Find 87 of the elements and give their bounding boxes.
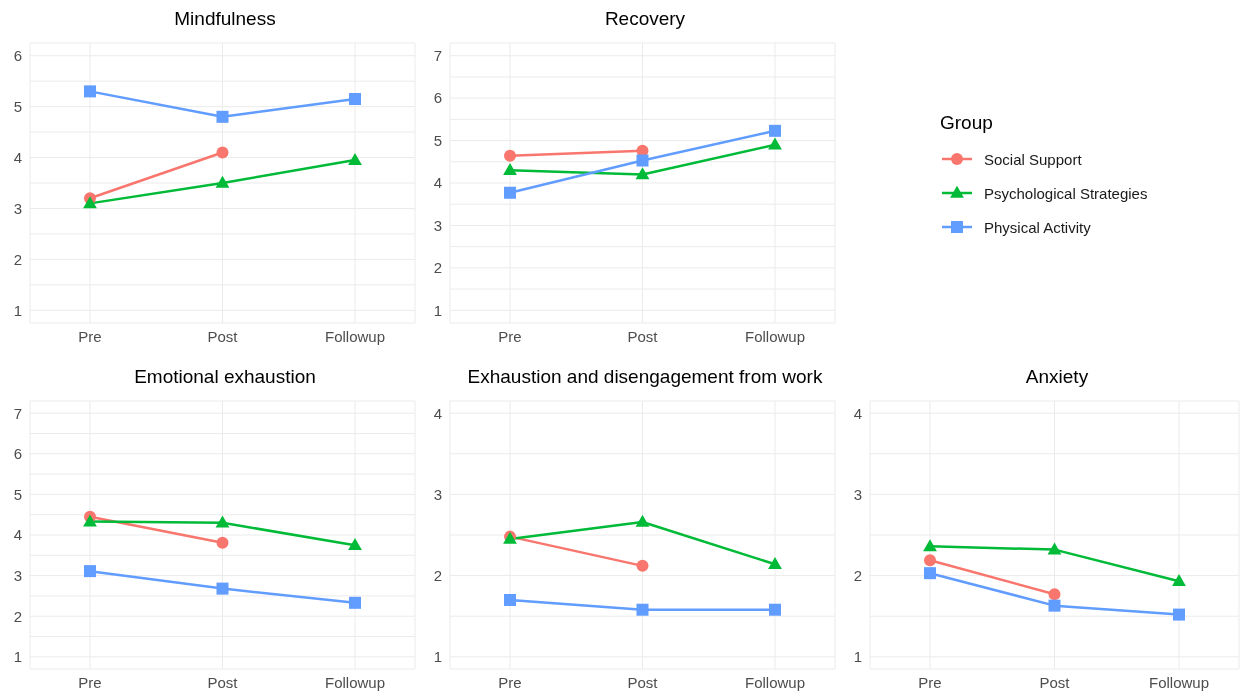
point	[636, 559, 649, 572]
x-tick-label: Post	[627, 327, 659, 345]
legend-label: Social Support	[984, 150, 1082, 168]
y-tick-label: 2	[853, 566, 862, 584]
point	[1048, 588, 1061, 601]
point	[216, 536, 229, 549]
legend-label: Psychological Strategies	[984, 184, 1148, 202]
x-tick-label: Followup	[1148, 673, 1210, 691]
y-tick-label: 1	[433, 648, 442, 666]
chart-title: Emotional exhaustion	[133, 366, 317, 388]
point	[503, 163, 517, 176]
point	[504, 149, 516, 162]
y-tick-label: 3	[13, 566, 22, 584]
point	[924, 554, 936, 567]
legend-label: Physical Activity	[984, 218, 1091, 236]
y-tick-label: 2	[433, 566, 442, 584]
point	[349, 93, 361, 105]
x-tick-label: Pre	[498, 327, 522, 345]
y-tick-label: 3	[853, 485, 862, 503]
x-tick-label: Pre	[78, 673, 102, 691]
point	[1173, 608, 1185, 621]
legend-title: Group	[940, 112, 994, 134]
point	[504, 186, 516, 199]
point	[349, 596, 361, 609]
point	[348, 537, 362, 550]
point	[769, 603, 781, 616]
y-tick-label: 2	[13, 250, 22, 268]
x-tick-label: Pre	[498, 673, 522, 691]
chart-title: Mindfulness	[173, 8, 277, 30]
point	[216, 146, 229, 159]
x-tick-label: Post	[627, 673, 659, 691]
point	[215, 175, 230, 188]
point	[635, 167, 650, 180]
x-tick-label: Followup	[324, 327, 386, 345]
y-tick-label: 7	[433, 47, 442, 65]
chart-title: Exhaustion and disengagement from work	[466, 366, 824, 388]
y-tick-label: 4	[433, 404, 442, 422]
y-tick-label: 4	[433, 174, 442, 192]
point	[504, 593, 516, 606]
point	[216, 110, 229, 123]
y-tick-label: 6	[13, 445, 22, 463]
point	[348, 152, 362, 165]
point	[1048, 599, 1061, 612]
x-tick-label: Pre	[78, 327, 102, 345]
y-tick-label: 5	[13, 485, 22, 503]
point	[83, 196, 97, 209]
point	[923, 539, 937, 552]
point	[84, 565, 96, 578]
chart-title: Anxiety	[1024, 366, 1090, 388]
point	[1172, 574, 1186, 587]
y-tick-label: 4	[13, 148, 22, 166]
point	[1047, 542, 1062, 555]
y-tick-label: 3	[13, 199, 22, 217]
x-tick-label: Followup	[744, 673, 806, 691]
y-tick-label: 1	[853, 648, 862, 666]
y-tick-label: 1	[13, 301, 22, 319]
y-tick-label: 2	[433, 259, 442, 277]
x-tick-label: Post	[207, 327, 239, 345]
y-tick-label: 6	[13, 47, 22, 65]
y-tick-label: 4	[13, 526, 22, 544]
point	[635, 514, 650, 527]
point	[768, 137, 782, 150]
x-tick-label: Post	[207, 673, 239, 691]
point	[924, 567, 936, 580]
point	[636, 154, 649, 167]
point	[216, 582, 229, 595]
point	[83, 514, 97, 527]
y-tick-label: 2	[13, 607, 22, 625]
x-tick-label: Followup	[744, 327, 806, 345]
point	[768, 557, 782, 570]
y-tick-label: 3	[433, 485, 442, 503]
point	[84, 85, 96, 98]
y-tick-label: 4	[853, 404, 862, 422]
x-tick-label: Post	[1039, 673, 1071, 691]
point	[769, 124, 781, 137]
y-tick-label: 6	[433, 89, 442, 107]
point	[215, 515, 230, 528]
x-tick-label: Followup	[324, 673, 386, 691]
y-tick-label: 1	[13, 648, 22, 666]
y-tick-label: 5	[433, 131, 442, 149]
point	[636, 603, 649, 616]
y-tick-label: 1	[433, 301, 442, 319]
y-tick-label: 7	[13, 404, 22, 422]
y-tick-label: 3	[433, 216, 442, 234]
chart-title: Recovery	[603, 8, 687, 30]
y-tick-label: 5	[13, 97, 22, 115]
x-tick-label: Pre	[918, 673, 942, 691]
